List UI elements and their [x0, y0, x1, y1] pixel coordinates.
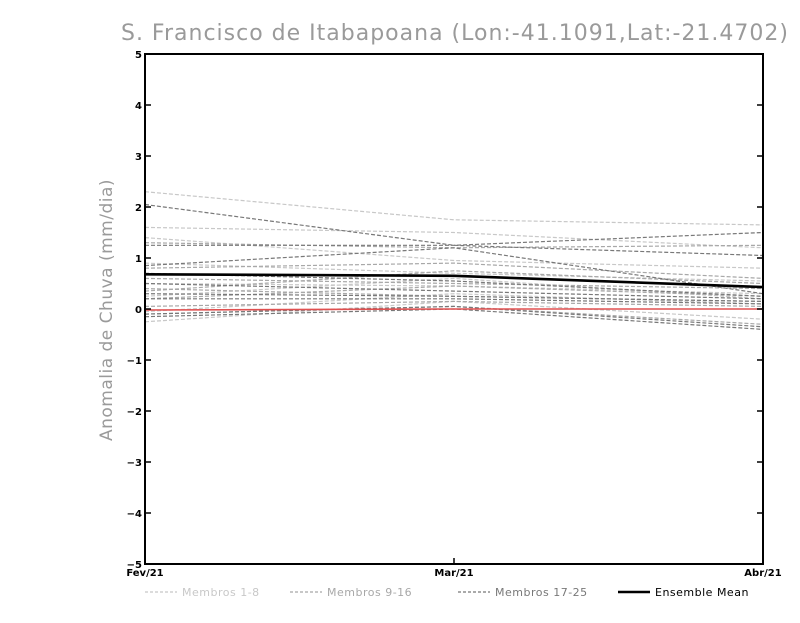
series-line-m14 — [144, 300, 764, 307]
series-layer — [144, 191, 764, 330]
y-axis-label: Anomalia de Chuva (mm/dia) — [97, 179, 117, 441]
x-tick-label: Mar/21 — [434, 568, 473, 579]
y-tick-label: 1 — [135, 254, 142, 265]
x-tick-label: Abr/21 — [744, 568, 781, 579]
y-tick-label: −4 — [127, 509, 142, 520]
series-line-m11 — [144, 277, 764, 290]
zero-reference-line — [144, 308, 763, 311]
legend: Membros 1-8 Membros 9-16 Membros 17-25 Ense… — [145, 586, 749, 599]
series-line-m22 — [144, 293, 764, 302]
series-line-m1 — [144, 191, 764, 226]
y-tick-label: 3 — [135, 152, 142, 163]
y-tick-label: 5 — [135, 50, 142, 61]
y-tick-label: −1 — [127, 356, 142, 367]
y-tick-label: 0 — [135, 305, 142, 316]
series-line-m2 — [144, 226, 764, 249]
y-tick-label: −3 — [127, 458, 142, 469]
series-line-m21 — [144, 282, 764, 300]
y-tick-label: −2 — [127, 407, 142, 418]
series-line-m24 — [144, 305, 764, 328]
legend-label: Membros 17-25 — [495, 586, 588, 599]
series-line-m7 — [144, 293, 764, 313]
series-line-m16 — [144, 270, 764, 292]
y-tick-label: 4 — [135, 101, 142, 112]
legend-label: Membros 9-16 — [327, 586, 412, 599]
series-line-m18 — [145, 231, 764, 246]
series-line-m10 — [144, 262, 764, 279]
series-line-m17 — [144, 203, 764, 257]
legend-label: Membros 1-8 — [182, 586, 260, 599]
ensemble-mean-line — [144, 273, 764, 289]
series-line-m19 — [144, 247, 764, 295]
legend-label: Ensemble Mean — [655, 586, 749, 599]
y-tick-label: 2 — [135, 203, 142, 214]
chart-title: S. Francisco de Itabapoana (Lon:-41.1091… — [121, 21, 789, 46]
series-line-m6 — [144, 277, 764, 300]
series-line-m25 — [145, 298, 764, 305]
y-tick-label: −5 — [127, 560, 142, 571]
x-tick-label: Fev/21 — [126, 568, 163, 579]
